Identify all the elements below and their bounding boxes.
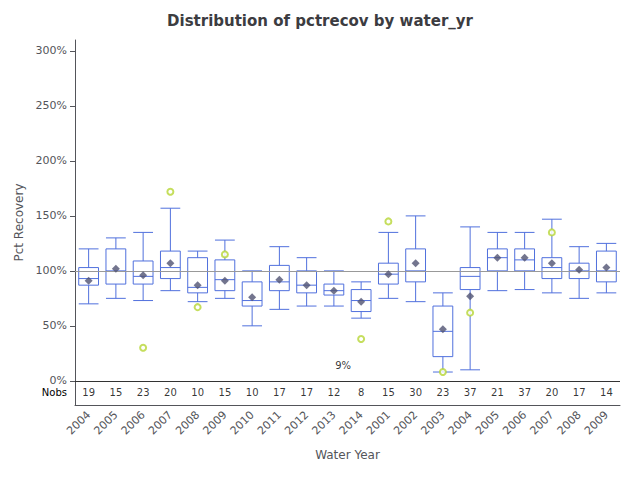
svg-text:2009: 2009 bbox=[582, 408, 611, 437]
svg-text:2012: 2012 bbox=[282, 408, 311, 437]
svg-text:14: 14 bbox=[600, 387, 613, 398]
svg-text:Pct Recovery: Pct Recovery bbox=[12, 184, 26, 262]
svg-text:30: 30 bbox=[409, 387, 422, 398]
svg-text:2006: 2006 bbox=[500, 408, 529, 437]
svg-text:2008: 2008 bbox=[555, 408, 584, 437]
svg-text:Nobs: Nobs bbox=[42, 387, 67, 398]
svg-text:250%: 250% bbox=[36, 99, 67, 112]
svg-text:2009: 2009 bbox=[201, 408, 230, 437]
svg-text:2013: 2013 bbox=[310, 408, 339, 437]
svg-text:20: 20 bbox=[546, 387, 559, 398]
svg-text:2010: 2010 bbox=[228, 408, 257, 437]
svg-text:2007: 2007 bbox=[528, 408, 557, 437]
svg-text:10: 10 bbox=[246, 387, 259, 398]
svg-text:2014: 2014 bbox=[337, 408, 366, 437]
svg-text:8: 8 bbox=[358, 387, 364, 398]
svg-text:2007: 2007 bbox=[146, 408, 175, 437]
svg-text:50%: 50% bbox=[43, 319, 67, 332]
svg-text:200%: 200% bbox=[36, 154, 67, 167]
svg-text:100%: 100% bbox=[36, 264, 67, 277]
svg-text:2008: 2008 bbox=[173, 408, 202, 437]
svg-text:15: 15 bbox=[110, 387, 123, 398]
svg-text:23: 23 bbox=[437, 387, 450, 398]
svg-text:2002: 2002 bbox=[391, 408, 420, 437]
svg-text:12: 12 bbox=[328, 387, 341, 398]
svg-text:15: 15 bbox=[219, 387, 232, 398]
svg-text:15: 15 bbox=[382, 387, 395, 398]
svg-text:10: 10 bbox=[191, 387, 204, 398]
svg-text:20: 20 bbox=[164, 387, 177, 398]
svg-text:21: 21 bbox=[491, 387, 504, 398]
svg-text:2004: 2004 bbox=[64, 408, 93, 437]
svg-text:300%: 300% bbox=[36, 44, 67, 57]
svg-text:Water Year: Water Year bbox=[315, 448, 380, 462]
svg-text:2004: 2004 bbox=[446, 408, 475, 437]
svg-text:0%: 0% bbox=[50, 374, 67, 387]
svg-text:17: 17 bbox=[573, 387, 586, 398]
svg-text:2005: 2005 bbox=[473, 408, 502, 437]
svg-text:17: 17 bbox=[300, 387, 313, 398]
svg-text:2001: 2001 bbox=[364, 408, 393, 437]
svg-text:23: 23 bbox=[137, 387, 150, 398]
svg-text:2011: 2011 bbox=[255, 408, 284, 437]
svg-text:150%: 150% bbox=[36, 209, 67, 222]
svg-text:37: 37 bbox=[518, 387, 531, 398]
svg-text:Distribution of pctrecov by wa: Distribution of pctrecov by water_yr bbox=[167, 12, 474, 30]
svg-text:2006: 2006 bbox=[119, 408, 148, 437]
svg-text:37: 37 bbox=[464, 387, 477, 398]
svg-text:19: 19 bbox=[82, 387, 95, 398]
svg-text:17: 17 bbox=[273, 387, 286, 398]
svg-text:9%: 9% bbox=[335, 360, 351, 371]
svg-text:2003: 2003 bbox=[419, 408, 448, 437]
svg-text:2005: 2005 bbox=[92, 408, 121, 437]
